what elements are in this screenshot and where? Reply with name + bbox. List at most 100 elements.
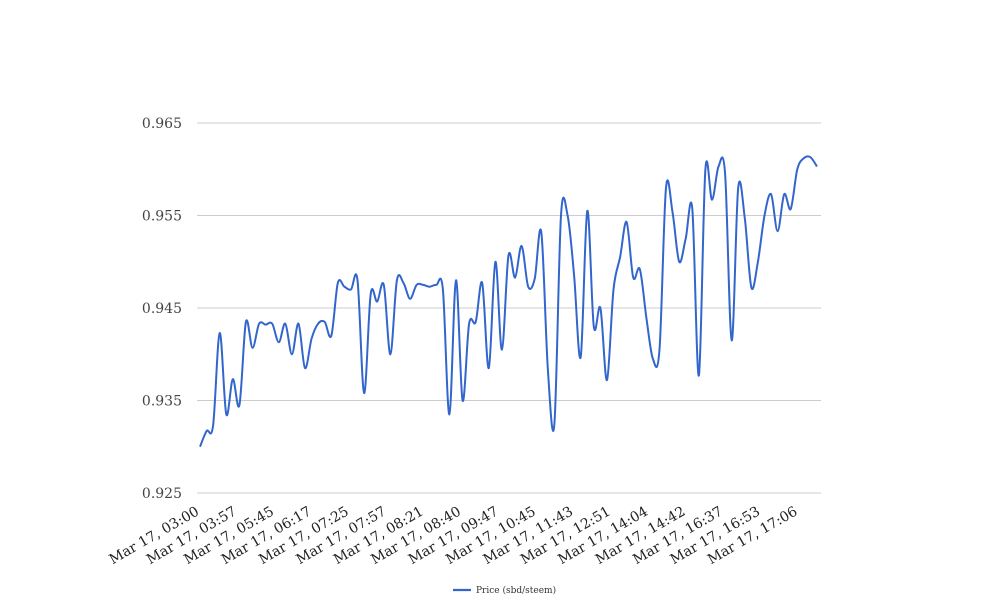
data-point xyxy=(402,282,404,284)
data-point xyxy=(534,277,536,279)
data-point xyxy=(311,338,313,340)
data-point xyxy=(593,326,595,328)
series-line-price xyxy=(199,155,818,448)
data-point xyxy=(435,284,437,286)
data-point xyxy=(652,358,654,360)
data-point xyxy=(416,284,418,286)
data-point xyxy=(297,323,299,325)
data-point xyxy=(718,165,720,167)
data-point xyxy=(501,349,503,351)
data-point xyxy=(540,231,542,233)
data-point xyxy=(252,347,254,349)
data-point xyxy=(396,279,398,281)
data-point xyxy=(304,367,306,369)
data-point xyxy=(278,341,280,343)
gridlines xyxy=(197,122,821,494)
data-point xyxy=(803,157,805,159)
data-point xyxy=(422,284,424,286)
y-tick-label: 0.965 xyxy=(142,116,182,132)
data-point xyxy=(573,275,575,277)
data-point xyxy=(442,289,444,291)
data-point xyxy=(711,199,713,201)
data-point xyxy=(704,168,706,170)
data-point xyxy=(468,323,470,325)
y-tick-label: 0.945 xyxy=(142,301,182,317)
data-point xyxy=(429,286,431,288)
data-point xyxy=(632,276,634,278)
data-point xyxy=(284,323,286,325)
data-point xyxy=(665,187,667,189)
data-point xyxy=(606,379,608,381)
data-point xyxy=(816,165,818,167)
data-point xyxy=(731,339,733,341)
data-point xyxy=(455,279,457,281)
legend-label: Price (sbd/steem) xyxy=(476,585,556,596)
data-point xyxy=(796,168,798,170)
data-point xyxy=(481,282,483,284)
data-point xyxy=(658,349,660,351)
data-point xyxy=(324,321,326,323)
data-point xyxy=(645,316,647,318)
data-point xyxy=(265,324,267,326)
data-point xyxy=(212,424,214,426)
data-point xyxy=(724,173,726,175)
data-point xyxy=(547,369,549,371)
data-point xyxy=(337,282,339,284)
data-point xyxy=(626,221,628,223)
data-point xyxy=(770,193,772,195)
data-point xyxy=(389,353,391,355)
data-point xyxy=(698,375,700,377)
y-tick-label: 0.955 xyxy=(142,209,182,225)
series-layer xyxy=(199,155,818,448)
y-tick-label: 0.925 xyxy=(142,486,182,502)
data-point xyxy=(376,301,378,303)
data-point xyxy=(350,289,352,291)
data-point xyxy=(238,404,240,406)
data-point xyxy=(672,212,674,214)
data-point xyxy=(777,230,779,232)
data-point xyxy=(809,156,811,158)
data-point xyxy=(225,413,227,415)
data-point xyxy=(475,321,477,323)
data-point xyxy=(514,276,516,278)
data-point xyxy=(206,430,208,432)
data-point xyxy=(357,279,359,281)
data-point xyxy=(488,367,490,369)
data-point xyxy=(258,323,260,325)
data-point xyxy=(744,217,746,219)
data-point xyxy=(330,335,332,337)
data-point xyxy=(678,261,680,263)
data-point xyxy=(613,289,615,291)
data-point xyxy=(494,261,496,263)
data-point xyxy=(245,321,247,323)
data-point xyxy=(750,287,752,289)
y-tick-label: 0.935 xyxy=(142,394,182,410)
legend: Price (sbd/steem) xyxy=(453,585,556,596)
data-point xyxy=(691,208,693,210)
data-point xyxy=(343,286,345,288)
data-point xyxy=(232,378,234,380)
data-point xyxy=(527,286,529,288)
data-point xyxy=(219,332,221,334)
data-point xyxy=(757,261,759,263)
data-point xyxy=(409,298,411,300)
y-axis-tick-labels: 0.925 0.935 0.945 0.955 0.965 xyxy=(142,116,182,502)
data-point xyxy=(783,193,785,195)
data-point xyxy=(462,400,464,402)
data-point xyxy=(370,293,372,295)
data-point xyxy=(363,392,365,394)
data-point xyxy=(639,268,641,270)
data-point xyxy=(567,215,569,217)
data-point xyxy=(291,353,293,355)
data-point xyxy=(521,245,523,247)
data-point xyxy=(790,208,792,210)
data-point xyxy=(586,210,588,212)
data-point xyxy=(317,323,319,325)
data-point xyxy=(508,254,510,256)
data-point xyxy=(737,187,739,189)
data-point xyxy=(580,356,582,358)
data-point xyxy=(383,284,385,286)
data-point xyxy=(271,323,273,325)
